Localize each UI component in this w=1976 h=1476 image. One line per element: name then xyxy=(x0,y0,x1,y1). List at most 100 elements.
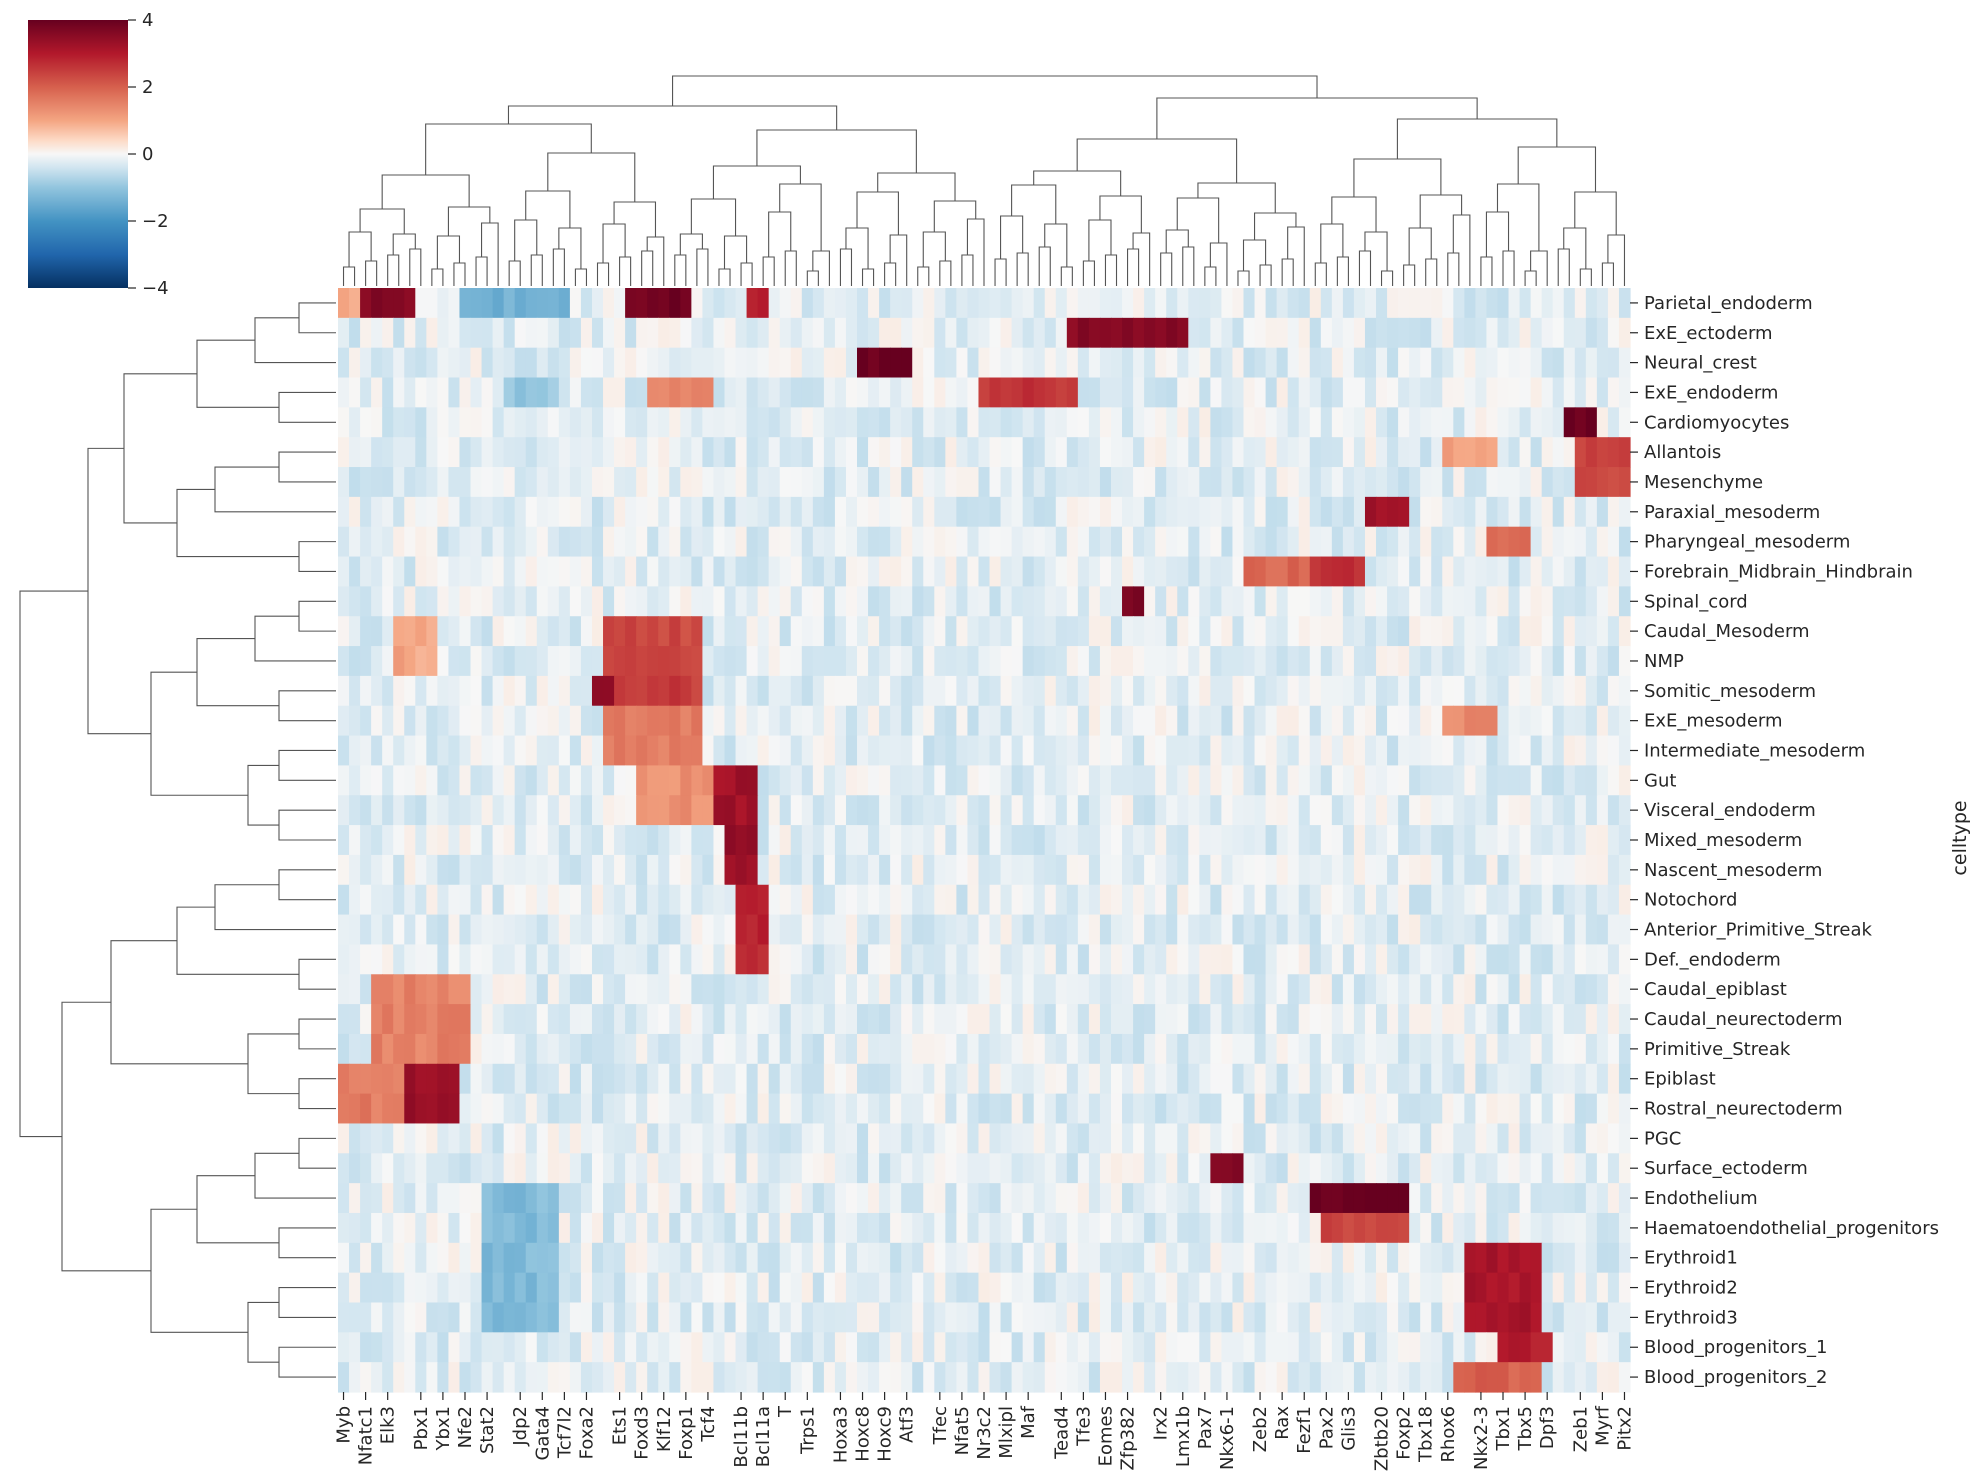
heatmap-cell xyxy=(1000,1272,1013,1304)
column-label: Zeb2 xyxy=(1250,1406,1271,1452)
heatmap-cell xyxy=(1309,705,1322,737)
heatmap-cell xyxy=(768,675,781,707)
heatmap-cell xyxy=(923,1004,935,1035)
heatmap-cell xyxy=(934,347,946,379)
heatmap-cell xyxy=(1166,1153,1178,1184)
heatmap-cell xyxy=(1166,556,1178,587)
heatmap-cell xyxy=(1077,586,1090,617)
heatmap-cell xyxy=(393,1212,405,1244)
heatmap-cell xyxy=(923,377,935,408)
heatmap-cell xyxy=(603,377,615,408)
heatmap-cell xyxy=(768,735,781,767)
column-label: Dpf3 xyxy=(1537,1406,1558,1449)
heatmap-cell xyxy=(1552,944,1565,975)
heatmap-cell xyxy=(669,765,681,796)
heatmap-cell xyxy=(1519,646,1532,677)
heatmap-cell xyxy=(1376,317,1388,349)
heatmap-cell xyxy=(713,526,726,558)
heatmap-cell xyxy=(1420,765,1432,796)
heatmap-cell xyxy=(669,675,681,707)
heatmap-cell xyxy=(1563,1332,1576,1363)
heatmap-cell xyxy=(360,288,372,319)
heatmap-cell xyxy=(1011,1123,1024,1154)
heatmap-cell xyxy=(967,705,980,737)
heatmap-cell xyxy=(967,765,980,796)
heatmap-cell xyxy=(1133,735,1145,767)
heatmap-cell xyxy=(1144,586,1156,617)
heatmap-cell xyxy=(912,1093,924,1125)
heatmap-cell xyxy=(713,795,726,826)
heatmap-cell xyxy=(1033,586,1046,617)
heatmap-cell xyxy=(834,347,847,379)
heatmap-cell xyxy=(1364,347,1377,379)
heatmap-cell xyxy=(1188,1004,1200,1035)
heatmap-cell xyxy=(1618,675,1631,707)
heatmap-cell xyxy=(1331,1272,1344,1304)
heatmap-cell xyxy=(1122,1123,1134,1154)
heatmap-cell xyxy=(779,526,792,558)
heatmap-cell xyxy=(967,1153,980,1184)
heatmap-cell xyxy=(547,377,560,408)
column-label: Hoxc9 xyxy=(875,1406,896,1462)
heatmap-cell xyxy=(1088,317,1101,349)
heatmap-cell xyxy=(1099,795,1112,826)
heatmap-cell xyxy=(1199,646,1211,677)
heatmap-cell xyxy=(1331,1063,1344,1095)
heatmap-cell xyxy=(1331,1153,1344,1184)
heatmap-cell xyxy=(1166,884,1178,916)
heatmap-cell xyxy=(470,646,483,677)
heatmap-cell xyxy=(459,854,472,886)
heatmap-cell xyxy=(1177,944,1189,975)
heatmap-cell xyxy=(1376,705,1388,737)
heatmap-cell xyxy=(525,1332,538,1363)
heatmap-cell xyxy=(349,586,361,617)
heatmap-cell xyxy=(834,317,847,349)
heatmap-cell xyxy=(1243,854,1256,886)
heatmap-cell xyxy=(470,884,483,916)
heatmap-cell xyxy=(812,407,825,438)
heatmap-cell xyxy=(746,496,759,528)
heatmap-cell xyxy=(536,1004,549,1035)
heatmap-cell xyxy=(1387,467,1399,498)
heatmap-cell xyxy=(1530,646,1543,677)
heatmap-cell xyxy=(1232,1093,1245,1125)
heatmap-cell xyxy=(1596,317,1609,349)
heatmap-cell xyxy=(1309,944,1322,975)
heatmap-cell xyxy=(591,1242,604,1274)
heatmap-cell xyxy=(1110,795,1123,826)
heatmap-cell xyxy=(1011,616,1024,647)
heatmap-cell xyxy=(426,825,438,856)
heatmap-cell xyxy=(945,705,957,737)
heatmap-cell xyxy=(1486,884,1499,916)
heatmap-cell xyxy=(393,974,405,1005)
heatmap-cell xyxy=(890,974,902,1005)
heatmap-cell xyxy=(426,1242,438,1274)
heatmap-cell xyxy=(625,675,637,707)
heatmap-cell xyxy=(1033,974,1046,1005)
heatmap-cell xyxy=(1309,765,1322,796)
heatmap-cell xyxy=(879,1332,891,1363)
heatmap-cell xyxy=(713,467,726,498)
heatmap-cell xyxy=(1232,884,1245,916)
heatmap-cell xyxy=(934,944,946,975)
heatmap-cell xyxy=(1541,1242,1554,1274)
heatmap-cell xyxy=(845,1183,858,1214)
heatmap-cell xyxy=(801,795,814,826)
dendrogram-link xyxy=(1496,183,1540,251)
heatmap-cell xyxy=(1574,1153,1587,1184)
heatmap-cell xyxy=(691,1212,704,1244)
heatmap-cell xyxy=(1055,1153,1068,1184)
heatmap-cell xyxy=(1298,496,1311,528)
heatmap-cell xyxy=(338,377,350,408)
heatmap-cell xyxy=(956,1362,969,1393)
heatmap-cell xyxy=(1596,377,1609,408)
column-label: Ybx1 xyxy=(433,1406,454,1452)
heatmap-cell xyxy=(724,1332,737,1363)
heatmap-cell xyxy=(371,1033,383,1065)
heatmap-cell xyxy=(757,1033,770,1065)
heatmap-cell xyxy=(1442,1183,1454,1214)
heatmap-cell xyxy=(625,944,637,975)
heatmap-cell xyxy=(901,914,913,946)
heatmap-cell xyxy=(426,1033,438,1065)
heatmap-cell xyxy=(382,974,394,1005)
